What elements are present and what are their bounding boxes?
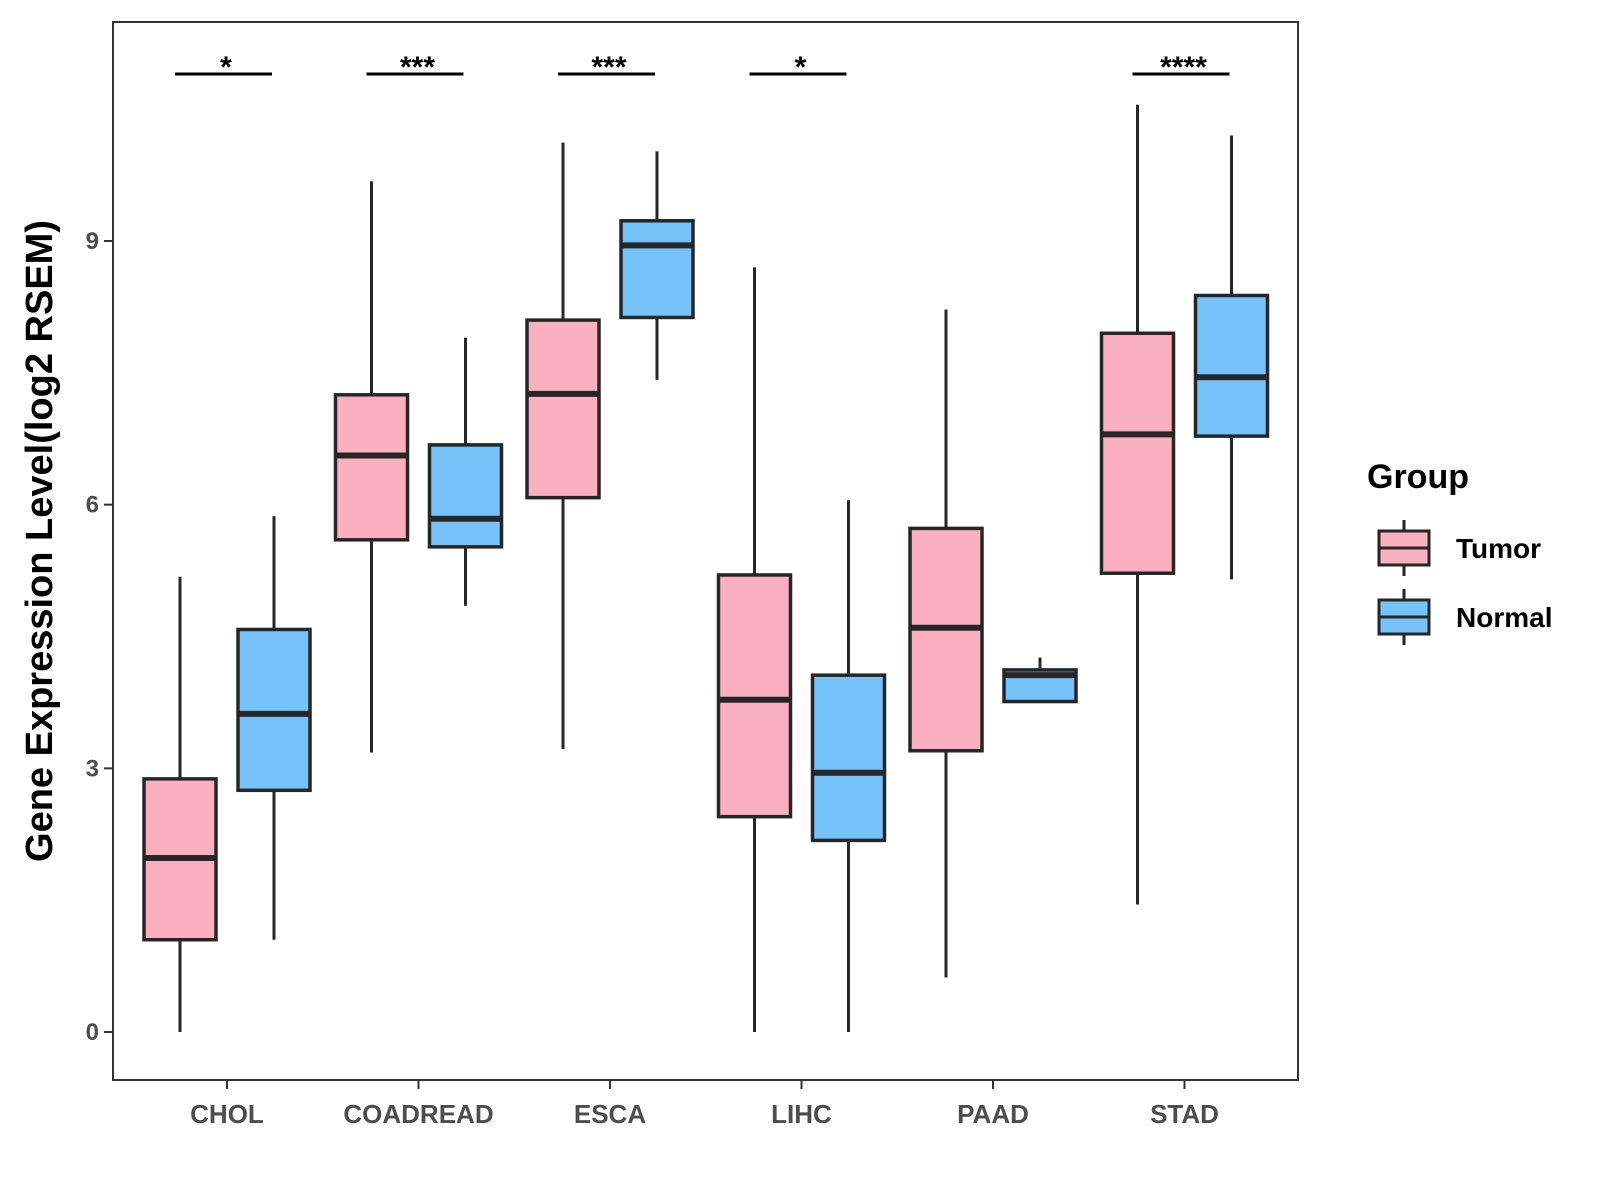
box-iqr — [716, 573, 793, 819]
x-tick-label-lihc: LIHC — [771, 1099, 832, 1129]
box-normal-stad[interactable] — [1193, 135, 1270, 580]
x-tick-label-esca: ESCA — [574, 1099, 646, 1129]
box-tumor-stad[interactable] — [1099, 104, 1176, 905]
y-tick-label: 3 — [86, 755, 99, 782]
significance-label: *** — [400, 51, 435, 84]
x-tick-label-coadread: COADREAD — [343, 1099, 493, 1129]
box-tumor-lihc[interactable] — [716, 267, 793, 1032]
box-normal-esca[interactable] — [619, 151, 695, 380]
box-iqr — [525, 318, 601, 500]
box-iqr — [810, 673, 887, 843]
box-iqr — [427, 443, 504, 549]
box-normal-paad[interactable] — [1002, 657, 1078, 704]
x-tick-label-stad: STAD — [1150, 1099, 1219, 1129]
y-tick-label: 9 — [86, 228, 99, 255]
legend-item-normal[interactable]: Normal — [1377, 589, 1552, 645]
box-iqr — [1193, 293, 1270, 438]
y-tick-label: 6 — [86, 492, 99, 519]
plot-panel-border — [112, 21, 1299, 1081]
significance-label: *** — [591, 51, 626, 84]
box-iqr — [619, 219, 695, 320]
legend-label: Tumor — [1456, 533, 1541, 564]
significance-label: **** — [1160, 51, 1207, 84]
box-tumor-paad[interactable] — [908, 309, 984, 978]
legend-label: Normal — [1456, 602, 1552, 633]
box-normal-lihc[interactable] — [810, 500, 887, 1032]
significance-label: * — [795, 51, 807, 84]
box-tumor-coadread[interactable] — [333, 181, 410, 753]
box-tumor-chol[interactable] — [142, 576, 218, 1032]
box-normal-coadread[interactable] — [427, 337, 504, 606]
y-tick-label: 0 — [86, 1019, 99, 1046]
box-tumor-esca[interactable] — [525, 142, 601, 749]
x-tick-label-chol: CHOL — [190, 1099, 264, 1129]
significance-label: * — [220, 51, 232, 84]
box-iqr — [1099, 331, 1176, 575]
box-iqr — [908, 526, 984, 753]
box-normal-chol[interactable] — [236, 516, 312, 940]
box-iqr — [236, 627, 312, 793]
legend-item-tumor[interactable]: Tumor — [1377, 520, 1541, 576]
box-iqr — [333, 393, 410, 542]
x-tick-label-paad: PAAD — [957, 1099, 1029, 1129]
y-axis-title: Gene Expression Level(log2 RSEM) — [19, 220, 61, 862]
legend-title: Group — [1367, 458, 1469, 496]
